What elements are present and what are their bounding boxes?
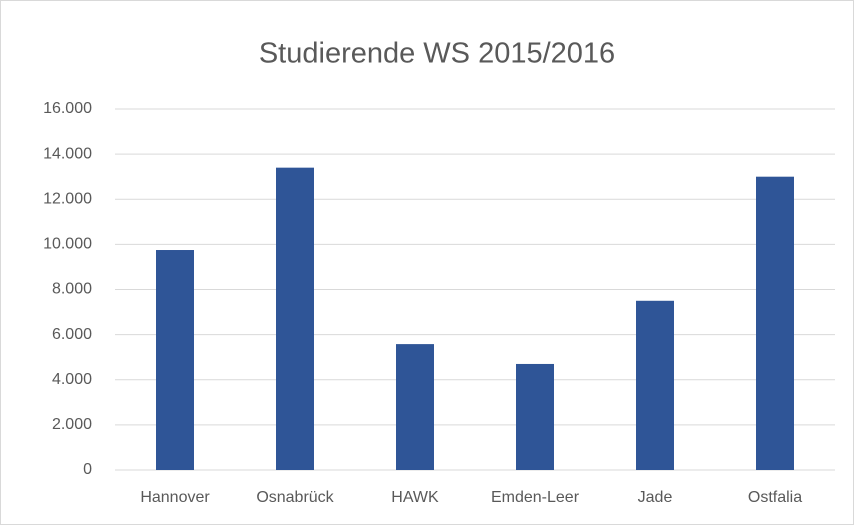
x-tick-label: HAWK [391, 489, 439, 506]
bar [156, 250, 194, 470]
x-tick-label: Ostfalia [748, 489, 802, 506]
x-tick-label: Emden-Leer [491, 489, 580, 506]
x-tick-label: Hannover [140, 489, 210, 506]
y-tick-label: 12.000 [43, 190, 92, 207]
bar [276, 167, 314, 470]
y-tick-label: 8.000 [52, 281, 92, 298]
y-tick-label: 16.000 [43, 100, 92, 117]
bar [516, 363, 554, 470]
x-tick-label: Jade [638, 489, 673, 506]
y-tick-label: 10.000 [43, 236, 92, 253]
y-tick-label: 2.000 [52, 416, 92, 433]
x-tick-label: Osnabrück [256, 489, 334, 506]
y-tick-label: 4.000 [52, 371, 92, 388]
bar [396, 344, 434, 470]
y-tick-label: 14.000 [43, 145, 92, 162]
chart-title: Studierende WS 2015/2016 [259, 38, 615, 70]
y-tick-label: 6.000 [52, 326, 92, 343]
y-tick-label: 0 [83, 461, 92, 478]
bar [756, 176, 794, 470]
bar [636, 300, 674, 470]
